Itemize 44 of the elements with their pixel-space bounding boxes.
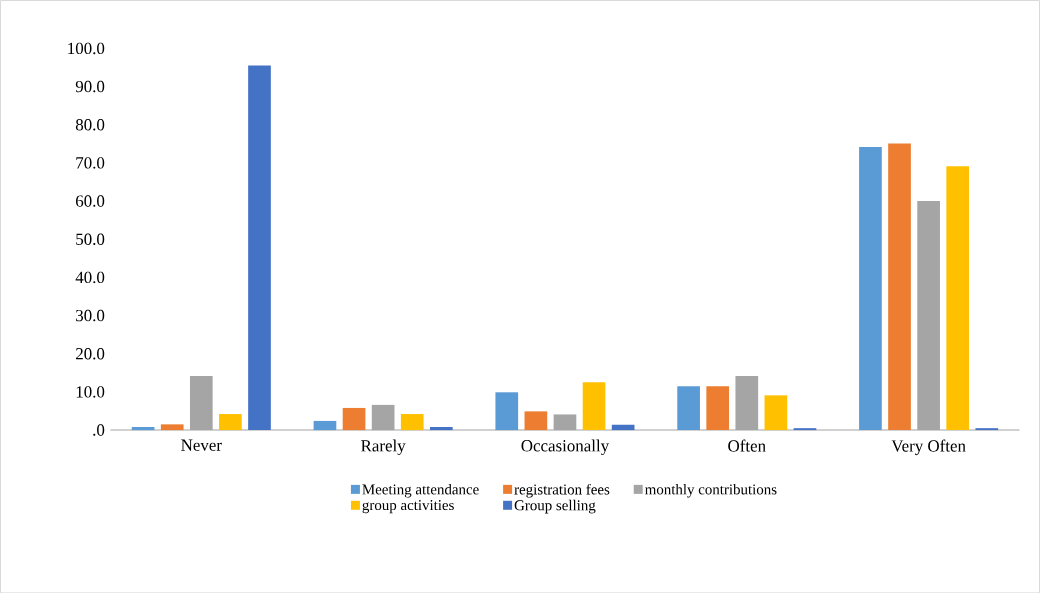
bar xyxy=(429,426,453,430)
y-tick-label: 100.0 xyxy=(68,42,105,54)
y-tick-label: .0 xyxy=(93,424,105,436)
bar xyxy=(735,375,759,430)
bar xyxy=(582,382,606,430)
bar xyxy=(524,411,548,430)
bar xyxy=(553,414,577,430)
x-tick-label: Rarely xyxy=(361,439,406,455)
y-tick-label: 90.0 xyxy=(75,80,105,93)
bar xyxy=(371,404,395,430)
bar xyxy=(611,424,635,430)
y-tick-label: 50.0 xyxy=(76,233,105,245)
bar xyxy=(342,407,366,430)
y-tick-label: 70.0 xyxy=(76,156,105,169)
legend-label: monthly contributions xyxy=(645,483,777,498)
bar xyxy=(764,395,788,430)
x-tick-label: Often xyxy=(728,439,766,452)
y-tick-label: 40.0 xyxy=(75,271,105,283)
bar xyxy=(248,65,271,430)
x-tick-label: Never xyxy=(181,439,222,451)
bar xyxy=(888,143,911,430)
bar xyxy=(706,385,730,430)
legend-label: group activities xyxy=(362,499,454,513)
x-tick-label: Occasionally xyxy=(521,439,610,455)
bar xyxy=(313,420,337,430)
bar xyxy=(495,392,519,430)
x-tick-label: Very Often xyxy=(891,439,966,455)
y-tick-label: 80.0 xyxy=(75,118,105,131)
y-tick-label: 10.0 xyxy=(76,385,105,398)
y-tick-label: 30.0 xyxy=(76,309,105,322)
bar xyxy=(160,424,184,430)
bar xyxy=(677,385,700,430)
bar xyxy=(917,200,940,430)
bar xyxy=(219,413,242,430)
bar xyxy=(400,413,424,430)
y-tick-label: 60.0 xyxy=(76,195,105,207)
bar xyxy=(946,166,970,430)
bar xyxy=(131,426,155,430)
legend-label: registration fees xyxy=(514,483,610,498)
y-tick-label: 20.0 xyxy=(76,347,105,360)
bar xyxy=(189,375,213,430)
legend-label: Meeting attendance xyxy=(362,483,479,498)
legend-label: Group selling xyxy=(514,499,596,514)
bar xyxy=(859,146,882,430)
